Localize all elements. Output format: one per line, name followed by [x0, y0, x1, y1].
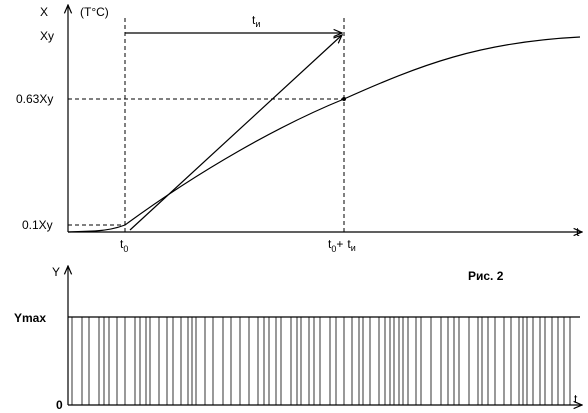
zero-label: 0: [56, 398, 63, 412]
top-graph: X (T°C) Xy 0.63Xy 0.1Xy t tи t0 t0+ tи: [16, 5, 582, 254]
tangent-line: [129, 35, 342, 231]
t0-label: t0: [120, 237, 128, 254]
level-label: 0.63Xy: [16, 92, 53, 106]
y-label-xy: Xy: [40, 29, 54, 43]
x-axis-label: t: [574, 392, 578, 406]
level-label: 0.1Xy: [22, 218, 53, 232]
bottom-graph: Y Рис. 2 Ymax 0 t: [14, 265, 582, 412]
x-axis-label: t: [576, 225, 580, 239]
response-curve: [67, 36, 581, 233]
y-axis-label: Y: [52, 265, 60, 279]
y-unit: (T°C): [80, 5, 109, 19]
t0-plus-label: t0+ tи: [328, 237, 356, 254]
ymax-label: Ymax: [14, 311, 46, 325]
y-label: X: [40, 5, 48, 19]
duration-label: tи: [252, 13, 260, 29]
figure-caption: Рис. 2: [468, 269, 504, 283]
curve-point: [342, 97, 346, 101]
